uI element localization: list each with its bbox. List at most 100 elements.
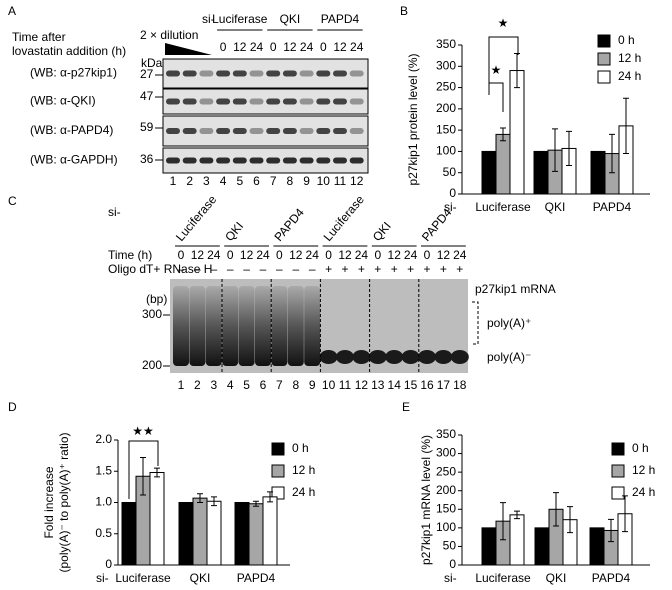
blot-band <box>232 157 247 164</box>
time-label: 12 <box>191 248 205 262</box>
row-label: Time after <box>12 30 66 44</box>
y-tick-label: 2.0 <box>95 432 112 446</box>
time-label: 0 <box>178 248 185 262</box>
gel-band <box>352 350 371 364</box>
category-prefix: si- <box>444 200 457 214</box>
marker-label: 200 <box>142 358 162 372</box>
row-label: Time (h) <box>108 248 152 262</box>
y-tick-label: 150 <box>436 501 456 515</box>
lane-number: 11 <box>334 174 347 188</box>
gel-smear <box>189 286 206 366</box>
y-tick-label: 300 <box>436 446 456 460</box>
time-label: 24 <box>404 248 418 262</box>
blot-band <box>249 98 264 105</box>
bar <box>149 472 165 566</box>
blot-band <box>232 70 247 77</box>
blot-band <box>182 157 197 164</box>
blot-band <box>182 70 197 77</box>
group-label: QKI <box>222 219 246 244</box>
blot-band <box>349 128 364 134</box>
annotation: ★★ <box>132 424 154 438</box>
blot-band <box>299 128 314 134</box>
gel-label: poly(A)⁻ <box>487 350 531 364</box>
time-label: 24 <box>355 248 369 262</box>
lane-number: 10 <box>322 378 336 392</box>
blot-band <box>316 98 331 105</box>
lane-number: 17 <box>437 378 451 392</box>
time-label: 12 <box>338 248 352 262</box>
treatment-sign: + <box>423 262 430 276</box>
time-label: 24 <box>207 248 221 262</box>
panel-label: E <box>402 400 410 414</box>
blot-band <box>349 157 364 164</box>
lane-number: 1 <box>170 174 177 188</box>
legend-swatch <box>611 464 625 478</box>
marker-label: 47 <box>140 89 154 103</box>
y-axis-label: Fold increase <box>42 466 56 538</box>
treatment-sign: – <box>292 262 299 276</box>
treatment-sign: – <box>194 262 201 276</box>
y-tick-label: 200 <box>436 101 456 115</box>
treatment-sign: – <box>210 262 217 276</box>
blot-band <box>266 128 281 134</box>
y-tick-label: 1.5 <box>95 463 112 477</box>
time-label: 0 <box>374 248 381 262</box>
annotation: ★ <box>491 63 502 77</box>
legend-label: 0 h <box>292 441 309 455</box>
lane-number: 15 <box>404 378 418 392</box>
bar <box>234 502 250 566</box>
blot-band <box>232 128 247 134</box>
si-label: si- <box>108 205 121 219</box>
legend-label: 24 h <box>292 485 315 499</box>
time-label: 24 <box>453 248 467 262</box>
group-label: PAPD4 <box>321 12 360 26</box>
y-tick-label: 300 <box>436 58 456 72</box>
bar <box>509 70 525 195</box>
y-axis-label: (poly(A)⁻ to poly(A)⁺ ratio) <box>57 432 71 572</box>
lane-number: 8 <box>292 378 299 392</box>
gel-band <box>434 350 453 364</box>
bar <box>121 502 137 566</box>
group-label: QKI <box>280 12 301 26</box>
blot-band <box>249 157 264 164</box>
x-tick-label: PAPD4 <box>237 571 276 585</box>
legend-swatch <box>271 486 285 500</box>
error-bar <box>622 495 628 533</box>
error-bar <box>211 496 217 507</box>
blot-band <box>282 70 297 77</box>
lane-number: 13 <box>371 378 385 392</box>
treatment-sign: + <box>325 262 332 276</box>
significance-bracket <box>488 36 519 95</box>
dilution-label: 2 × dilution <box>140 28 198 42</box>
significance-bracket <box>488 82 504 112</box>
bar <box>590 150 606 195</box>
blot-band <box>216 70 231 77</box>
legend-swatch <box>597 34 611 48</box>
lane-number: 9 <box>309 378 316 392</box>
blot-band <box>249 128 264 134</box>
category-prefix: si- <box>444 571 457 585</box>
blot-label: (WB: α-p27kip1) <box>30 66 117 80</box>
gel-smear <box>271 286 288 366</box>
group-label: Luciferase <box>321 192 368 244</box>
lane-number: 12 <box>355 378 369 392</box>
x-tick-label: QKI <box>546 571 567 585</box>
blot-band <box>232 98 247 105</box>
marker-label: 300 <box>142 307 162 321</box>
unit-label: (bp) <box>146 292 167 306</box>
x-tick-label: PAPD4 <box>592 571 631 585</box>
blot-band <box>316 157 331 164</box>
x-tick-label: QKI <box>545 200 566 214</box>
lane-number: 3 <box>210 378 217 392</box>
treatment-sign: + <box>358 262 365 276</box>
group-label: PAPD4 <box>271 205 307 244</box>
significance-bracket <box>128 440 159 499</box>
y-tick-label: 0 <box>105 557 112 571</box>
blot-band <box>199 98 214 105</box>
blot-band <box>266 157 281 164</box>
error-bar <box>140 457 146 496</box>
time-label: 12 <box>437 248 451 262</box>
blot-label: (WB: α-QKI) <box>30 94 96 108</box>
time-label: 24 <box>250 40 264 54</box>
blot-band <box>166 128 180 134</box>
